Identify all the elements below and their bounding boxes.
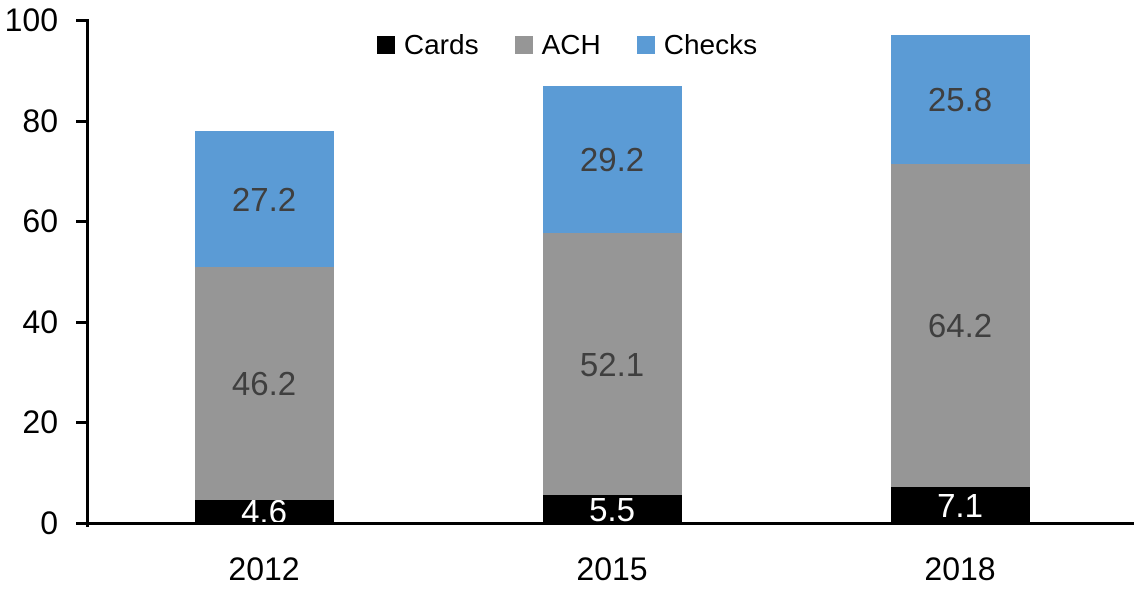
y-tick-label: 40 bbox=[22, 303, 58, 340]
legend-swatch-checks bbox=[636, 36, 655, 54]
x-axis-label: 2012 bbox=[228, 551, 300, 587]
bar-segment-label: 52.1 bbox=[579, 345, 645, 383]
y-axis-tick bbox=[76, 320, 88, 324]
legend-label: Checks bbox=[663, 29, 758, 60]
bar-segment-label: 5.5 bbox=[589, 490, 635, 528]
y-tick-label: 20 bbox=[22, 404, 58, 441]
bar-segment: 46.2 bbox=[194, 267, 334, 500]
x-axis-line bbox=[76, 522, 1134, 525]
y-tick-label: 60 bbox=[22, 203, 58, 240]
bar-segment: 5.5 bbox=[542, 490, 682, 528]
bar-segment: 27.2 bbox=[194, 130, 334, 268]
bar-segment: 7.1 bbox=[890, 486, 1030, 524]
x-axis-label: 2015 bbox=[576, 551, 648, 587]
x-axis-label: 2018 bbox=[924, 551, 996, 587]
legend-item: Checks bbox=[636, 29, 758, 60]
bar-segment-label: 27.2 bbox=[231, 180, 297, 218]
y-axis-tick bbox=[76, 421, 88, 425]
bar-segment-label: 7.1 bbox=[937, 486, 983, 524]
legend-swatch-cards bbox=[376, 36, 395, 54]
y-tick-label: 0 bbox=[40, 505, 58, 541]
y-tick-label: 80 bbox=[22, 102, 58, 139]
legend-item: Cards bbox=[376, 29, 479, 60]
legend: Cards ACH Checks bbox=[0, 31, 1134, 59]
legend-label: ACH bbox=[541, 29, 601, 60]
y-axis-tick bbox=[76, 522, 88, 525]
y-axis-line bbox=[86, 19, 89, 527]
bar-segment: 64.2 bbox=[890, 164, 1030, 488]
bar-segment-label: 29.2 bbox=[579, 141, 645, 179]
bar-segment-label: 25.8 bbox=[927, 80, 993, 118]
legend-label: Cards bbox=[403, 29, 479, 60]
legend-swatch-ach bbox=[514, 36, 533, 54]
bar-segment: 4.6 bbox=[194, 495, 334, 528]
bar-segment: 25.8 bbox=[890, 34, 1030, 165]
y-axis-tick bbox=[76, 220, 88, 224]
y-axis-tick bbox=[76, 119, 88, 123]
legend-item: ACH bbox=[514, 29, 601, 60]
bar-segment: 29.2 bbox=[542, 86, 682, 234]
y-axis-tick bbox=[76, 19, 88, 22]
bar-segment: 52.1 bbox=[542, 233, 682, 496]
bar-segment-label: 64.2 bbox=[927, 307, 993, 345]
bar-segment-label: 46.2 bbox=[231, 365, 297, 403]
y-tick-label: 100 bbox=[4, 2, 58, 38]
